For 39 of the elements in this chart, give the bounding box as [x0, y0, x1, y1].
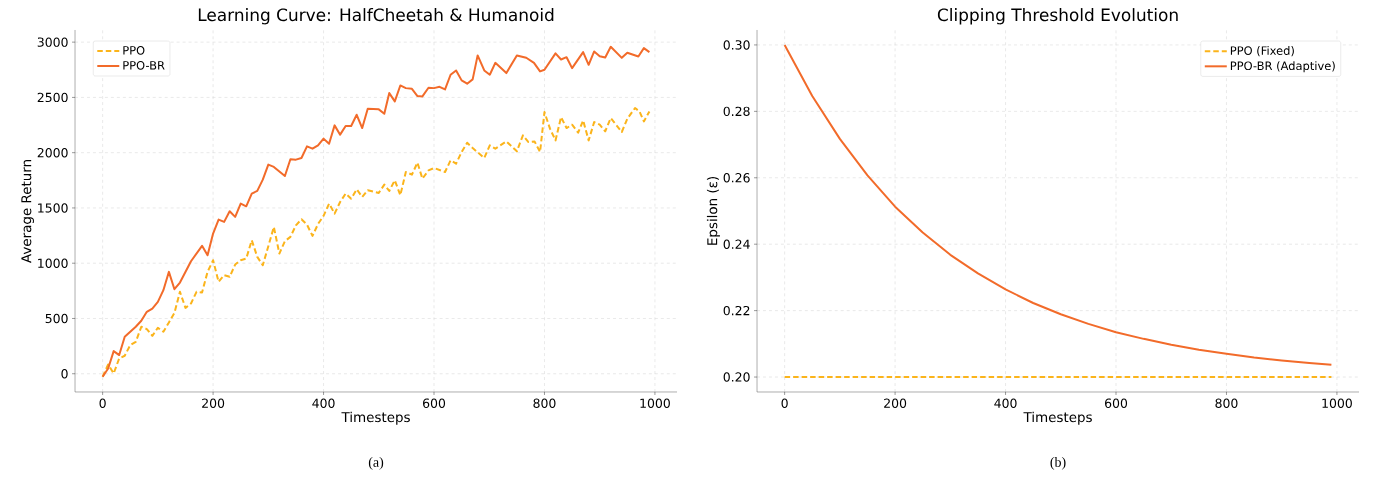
- line-series: [783, 43, 1333, 366]
- legend-label: PPO-BR (Adaptive): [1230, 61, 1335, 73]
- chart-title: Clipping Threshold Evolution: [937, 8, 1178, 25]
- x-tick-label: 0: [781, 398, 788, 408]
- text: (a): [368, 457, 384, 470]
- x-tick-label: 1000: [1322, 398, 1352, 408]
- y-tick-label: 1000: [38, 258, 68, 268]
- y-axis-title: Average Return: [21, 160, 34, 263]
- legend-label: PPO: [123, 46, 145, 55]
- x-tick-label: 1000: [640, 398, 670, 408]
- y-tick-label: 0.28: [723, 106, 750, 117]
- x-tick-label: 800: [533, 398, 556, 408]
- y-tick-label: 1500: [38, 203, 68, 213]
- y-tick-label: 500: [45, 313, 68, 324]
- y-tick-label: 0.26: [723, 173, 750, 183]
- x-tick-label: 0: [99, 398, 106, 408]
- x-axis-title: Timesteps: [341, 411, 410, 425]
- legend-label: PPO (Fixed): [1230, 46, 1294, 57]
- y-tick-label: 0.24: [723, 239, 750, 249]
- chart-title: Learning Curve: HalfCheetah & Humanoid: [198, 8, 554, 25]
- y-tick-label: 3000: [37, 37, 68, 47]
- y-tick-label: 0.30: [723, 40, 750, 50]
- y-tick-label: 2000: [37, 147, 68, 158]
- text: (b): [1050, 457, 1066, 470]
- y-tick-label: 2500: [37, 92, 68, 103]
- x-tick-label: 200: [884, 398, 907, 408]
- y-tick-label: 0.20: [723, 372, 750, 382]
- legend-label: PPO-BR: [123, 61, 165, 70]
- x-axis-title: Timesteps: [1023, 411, 1092, 425]
- y-axis-title: Epsilon (ε): [706, 176, 720, 245]
- x-tick-label: 400: [994, 398, 1017, 408]
- x-tick-label: 600: [1105, 398, 1128, 408]
- x-tick-label: 200: [202, 398, 225, 408]
- y-tick-label: 0: [61, 369, 68, 379]
- x-tick-label: 400: [312, 398, 335, 408]
- x-tick-label: 600: [423, 398, 446, 408]
- x-tick-label: 800: [1215, 398, 1238, 408]
- y-tick-label: 0.22: [723, 305, 750, 316]
- line-series: [101, 45, 651, 378]
